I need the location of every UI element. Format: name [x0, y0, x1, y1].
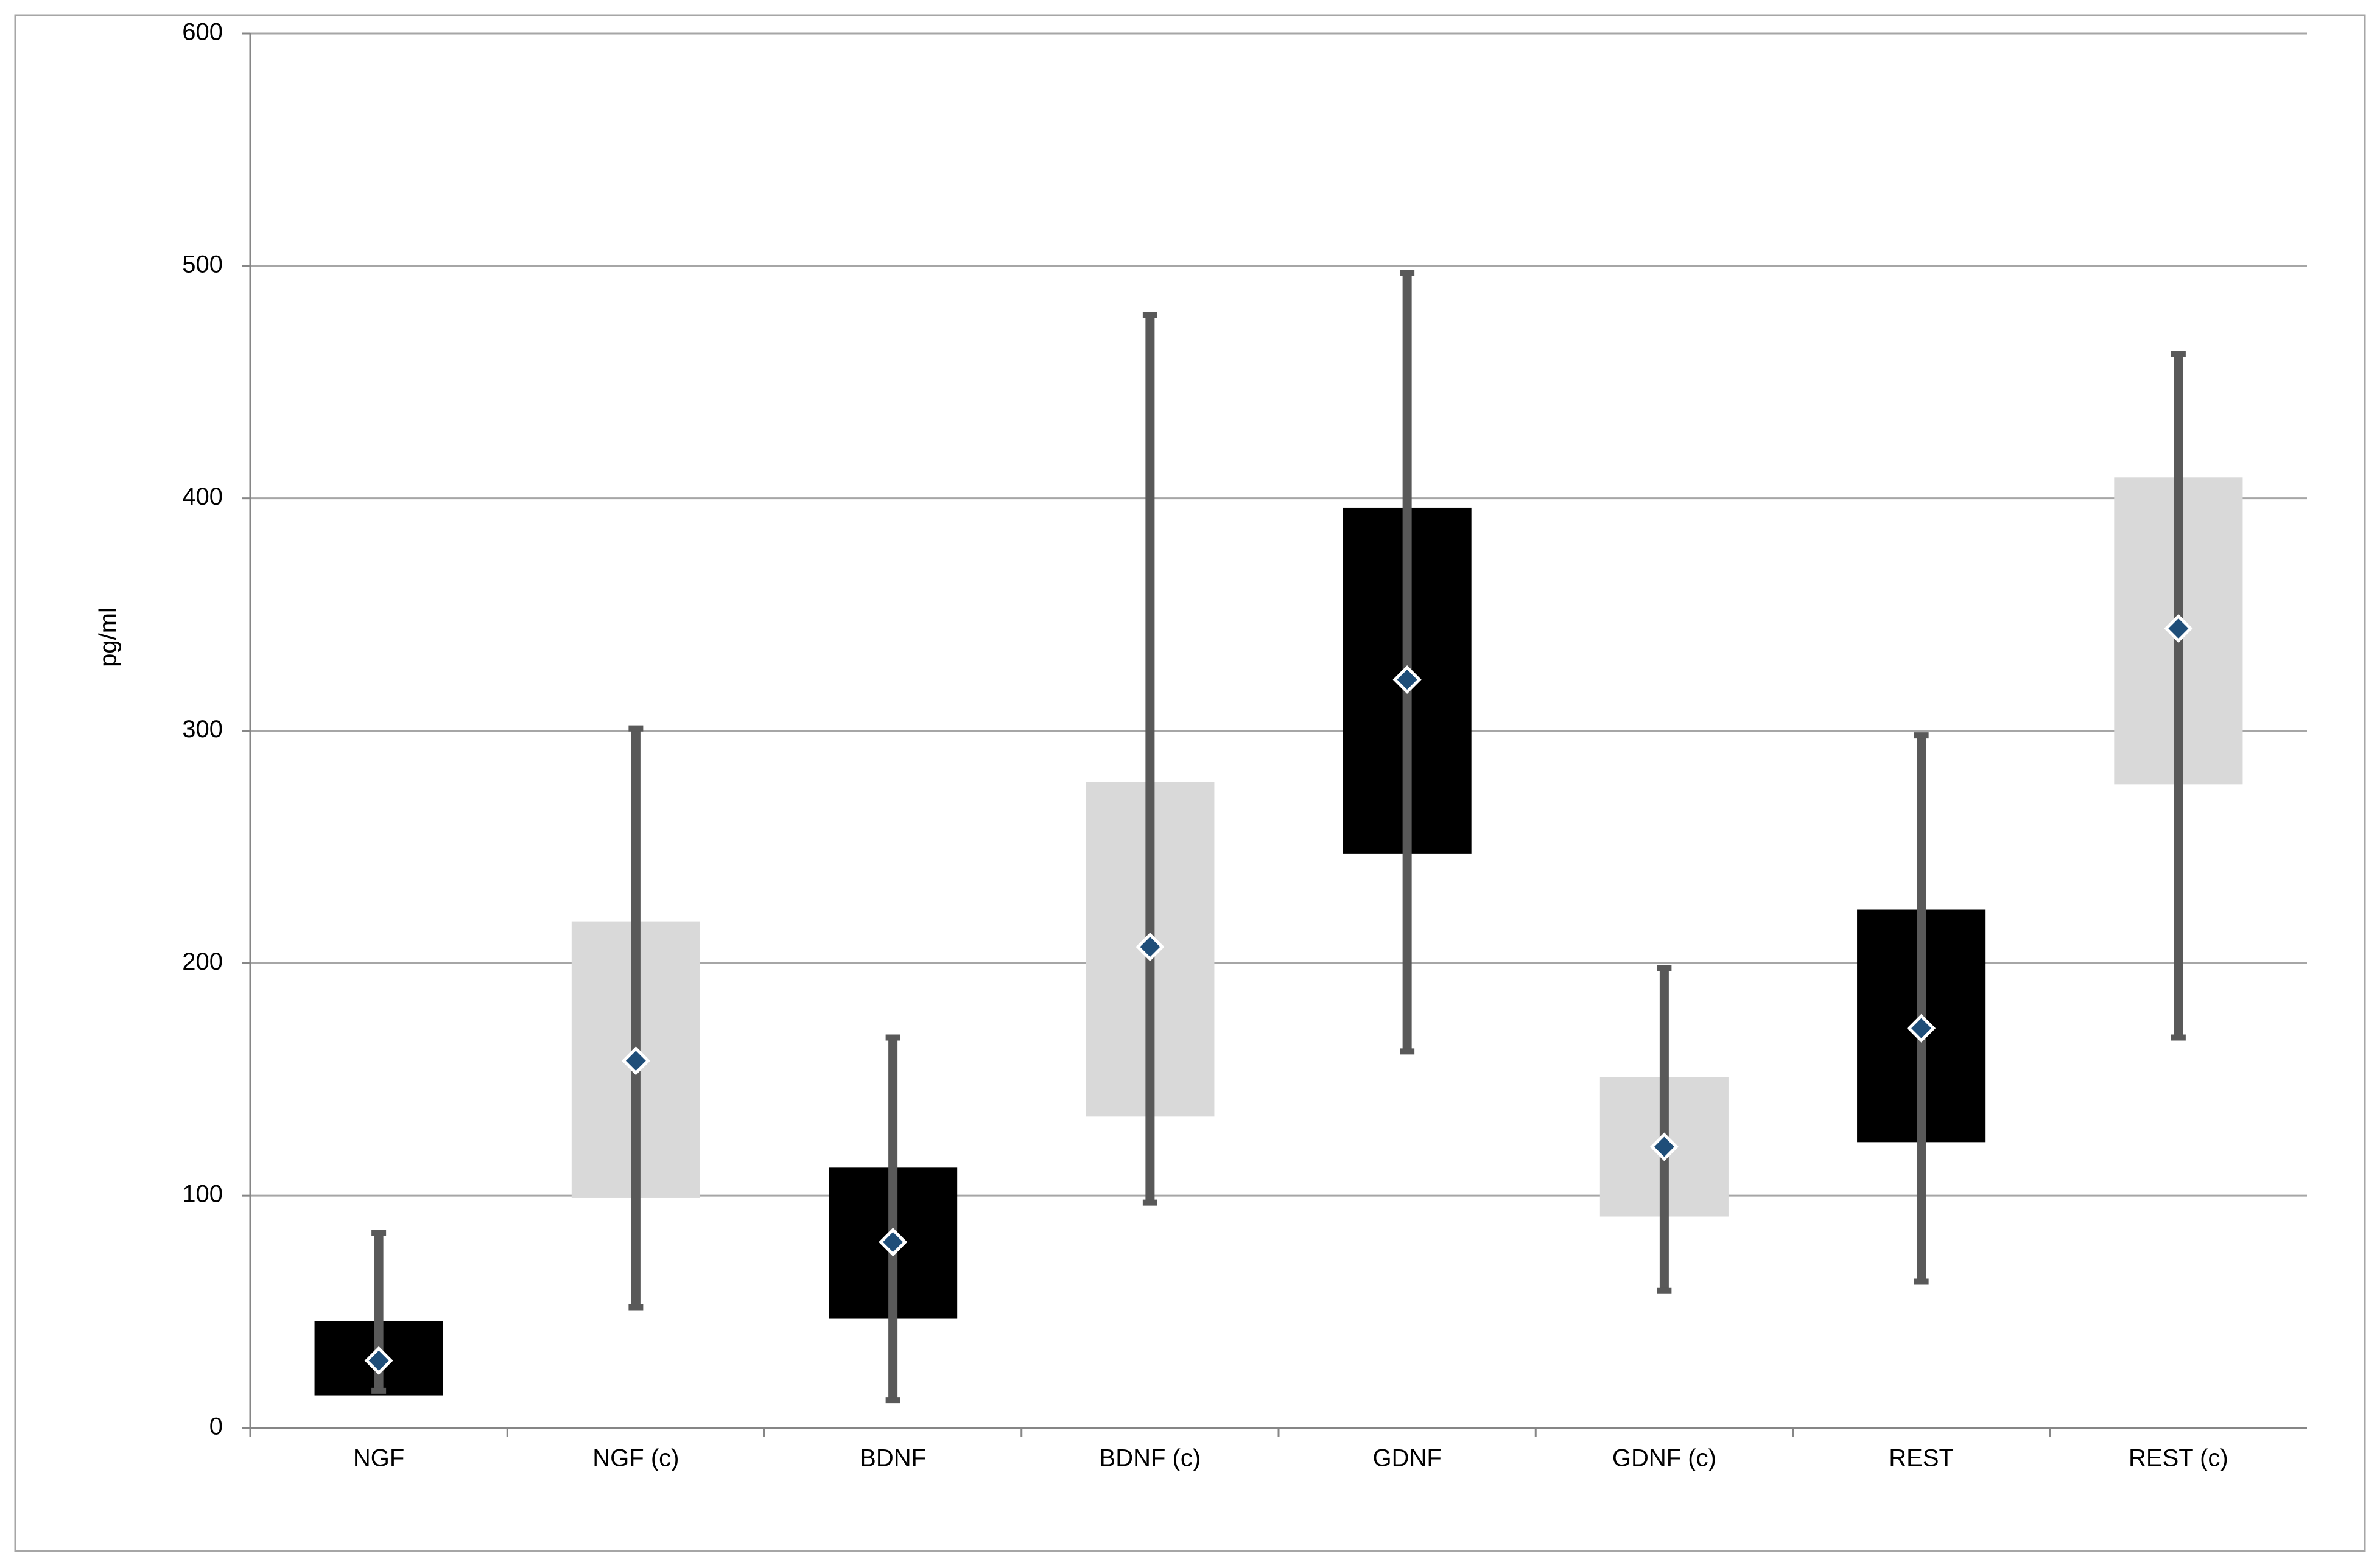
y-tick-label: 200: [182, 948, 223, 975]
mean-marker: [621, 1046, 650, 1076]
x-tick-label: NGF: [353, 1445, 404, 1472]
mean-marker: [879, 1227, 908, 1257]
mean-marker: [364, 1346, 393, 1375]
x-tick-label: GDNF: [1372, 1445, 1441, 1472]
x-tick-label: GDNF (c): [1612, 1445, 1716, 1472]
y-tick-label: 100: [182, 1181, 223, 1208]
x-tick-label: REST (c): [2129, 1445, 2228, 1472]
x-tick-label: BDNF: [860, 1445, 926, 1472]
y-axis-label: pg/ml: [95, 607, 122, 667]
y-tick-label: 500: [182, 251, 223, 278]
y-tick-label: 400: [182, 483, 223, 510]
mean-marker: [1649, 1132, 1679, 1161]
x-tick-label: NGF (c): [592, 1445, 679, 1472]
y-tick-label: 0: [209, 1413, 223, 1440]
mean-marker: [2164, 614, 2193, 643]
mean-marker: [1907, 1013, 1936, 1043]
mean-marker: [1392, 665, 1422, 695]
y-tick-label: 300: [182, 716, 223, 743]
x-tick-label: BDNF (c): [1100, 1445, 1201, 1472]
x-tick-label: REST: [1889, 1445, 1954, 1472]
y-tick-label: 600: [182, 19, 223, 46]
mean-marker: [1136, 933, 1165, 962]
